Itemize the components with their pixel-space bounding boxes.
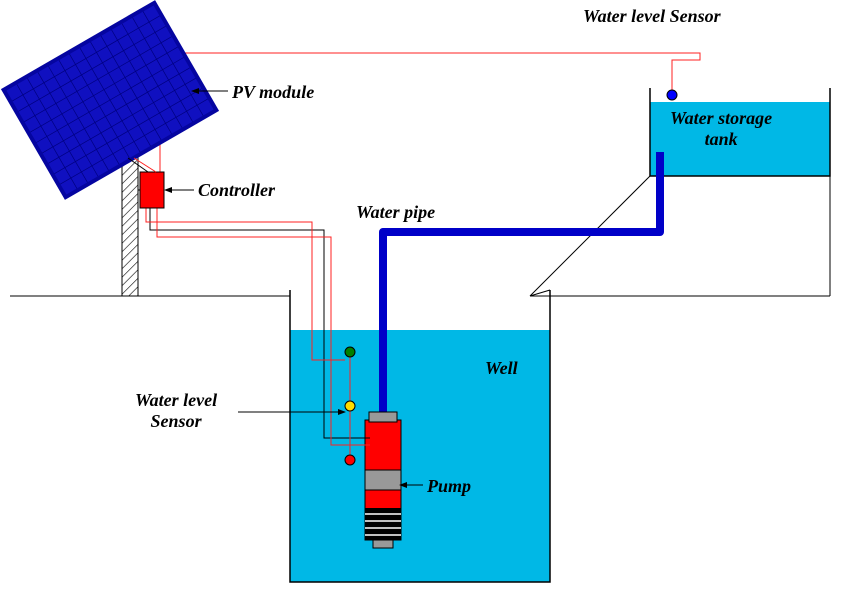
- pv-module-label: PV module: [232, 82, 314, 103]
- tank-sensor-label: Water level Sensor: [583, 6, 721, 27]
- water-pipe-label: Water pipe: [356, 202, 435, 223]
- tank-label: Water storage tank: [670, 108, 772, 150]
- controller-label: Controller: [198, 180, 275, 201]
- solar-pump-diagram: [0, 0, 850, 596]
- well-sensor-label: Water level Sensor: [135, 390, 217, 432]
- pump-label: Pump: [427, 476, 471, 497]
- well-label: Well: [485, 358, 518, 379]
